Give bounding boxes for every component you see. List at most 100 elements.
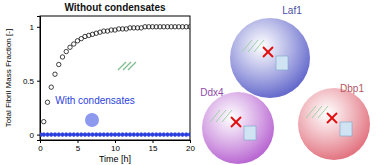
y-axis-title: Total Fibril Mass Fraction [-] <box>4 29 13 127</box>
plot-area <box>40 25 190 137</box>
data-point <box>94 133 98 137</box>
monomer <box>216 110 226 122</box>
x-tick: 10 <box>111 140 120 153</box>
data-point <box>169 133 173 137</box>
condensate-label: Laf1 <box>282 5 302 16</box>
fibril <box>244 126 256 140</box>
x-tick-label: 15 <box>149 144 158 153</box>
data-point <box>139 133 143 137</box>
monomer <box>254 40 264 52</box>
data-point <box>72 42 76 46</box>
condensates: Laf1 Ddx4 Dbp1 <box>200 5 370 164</box>
series-0 <box>40 25 190 137</box>
x-axis-title: Time [h] <box>99 154 131 164</box>
series-label: With condensates <box>55 95 135 106</box>
condensate-icon <box>85 113 99 127</box>
condensate-label: Dbp1 <box>340 83 364 94</box>
condensate-label: Ddx4 <box>200 87 224 98</box>
figure: 0510152000.51Time [h]Total Fibril Mass F… <box>0 0 378 165</box>
x-axis-line <box>41 141 191 144</box>
data-point <box>121 133 125 137</box>
data-point <box>154 133 158 137</box>
data-point <box>42 133 46 137</box>
y-tick-label: 1 <box>30 23 35 32</box>
y-tick-label: 0 <box>30 131 35 140</box>
data-point <box>113 133 117 137</box>
x-tick-label: 5 <box>76 144 81 153</box>
data-point <box>166 133 170 137</box>
data-point <box>132 133 136 137</box>
y-axis: 00.51 <box>23 17 41 141</box>
y-tick-label: 0.5 <box>23 77 35 86</box>
data-point <box>173 133 177 137</box>
fibril <box>276 56 288 70</box>
x-tick: 15 <box>149 140 158 153</box>
data-point <box>40 133 42 137</box>
data-point <box>158 133 162 137</box>
monomer <box>248 40 258 52</box>
data-point <box>151 133 155 137</box>
data-point <box>57 62 61 66</box>
data-point <box>181 133 185 137</box>
cross <box>263 47 273 57</box>
data-point <box>64 49 68 53</box>
series-label: Without condensates <box>64 2 165 13</box>
data-point <box>57 133 61 137</box>
cross <box>327 113 337 123</box>
data-point <box>143 133 147 137</box>
data-point <box>68 45 72 49</box>
data-point <box>124 133 128 137</box>
plot-frame <box>40 16 190 140</box>
data-point <box>45 100 49 104</box>
data-point <box>91 133 95 137</box>
x-tick-label: 0 <box>38 144 43 153</box>
data-point <box>76 133 80 137</box>
cross <box>327 113 337 123</box>
data-point <box>61 133 65 137</box>
data-point <box>136 133 140 137</box>
data-point <box>188 25 190 29</box>
cross <box>263 47 273 57</box>
data-point <box>177 133 181 137</box>
data-point <box>42 119 46 123</box>
cross <box>231 117 241 127</box>
data-point <box>72 133 76 137</box>
x-tick-label: 10 <box>111 144 120 153</box>
data-point <box>102 133 106 137</box>
data-point <box>109 133 113 137</box>
data-point <box>128 133 132 137</box>
data-point <box>147 133 151 137</box>
data-point <box>87 133 91 137</box>
data-point <box>53 133 57 137</box>
monomer <box>318 106 328 118</box>
data-point <box>68 133 72 137</box>
condensate <box>298 88 370 160</box>
data-point <box>98 133 102 137</box>
monomer <box>210 110 220 122</box>
data-point <box>49 85 53 89</box>
data-point <box>117 133 121 137</box>
x-tick-label: 20 <box>186 144 195 153</box>
cross <box>231 117 241 127</box>
x-axis: 0 5 10 15 20 <box>38 140 195 153</box>
condensate <box>230 18 310 98</box>
data-point <box>83 133 87 137</box>
fibril <box>340 122 352 136</box>
condensate <box>202 92 274 164</box>
data-point <box>162 133 166 137</box>
x-tick: 0 <box>38 140 43 153</box>
data-point <box>60 55 64 59</box>
monomer <box>242 40 252 52</box>
x-tick: 5 <box>76 140 81 153</box>
monomer <box>312 106 322 118</box>
data-point <box>188 133 190 137</box>
y-tick: 0.5 <box>23 77 40 86</box>
y-tick: 0 <box>30 131 40 140</box>
data-point <box>53 72 57 76</box>
y-tick: 1 <box>30 23 40 32</box>
data-point <box>49 133 53 137</box>
inset-icons <box>85 62 136 127</box>
data-point <box>79 133 83 137</box>
data-point <box>64 133 68 137</box>
x-tick: 20 <box>186 140 195 153</box>
